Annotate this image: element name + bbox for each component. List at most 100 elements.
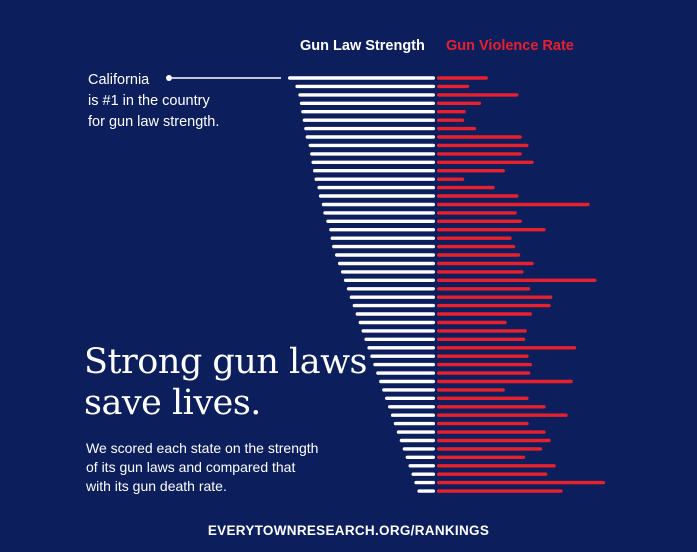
strength-bar xyxy=(338,261,435,266)
strength-bar xyxy=(330,236,435,240)
strength-bar xyxy=(332,244,435,249)
violence-bar xyxy=(437,329,527,333)
strength-bar xyxy=(326,219,435,223)
description-line-3: with its gun death rate. xyxy=(86,478,227,494)
strength-bar xyxy=(367,346,435,350)
violence-bar xyxy=(437,472,548,476)
violence-bar xyxy=(437,447,543,451)
strength-bar xyxy=(314,177,435,181)
strength-bar xyxy=(299,101,435,105)
violence-bar xyxy=(437,110,466,114)
rankings-url[interactable]: EVERYTOWNRESEARCH.ORG/RANKINGS xyxy=(207,523,490,538)
violence-bar xyxy=(437,244,516,249)
legend-gun-violence-rate: Gun Violence Rate xyxy=(446,38,574,54)
strength-bars xyxy=(288,76,436,493)
description-line-1: We scored each state on the strength xyxy=(86,440,319,456)
strength-bar xyxy=(414,480,435,485)
violence-bar xyxy=(437,228,546,232)
violence-bar xyxy=(437,346,577,350)
violence-bar xyxy=(437,236,512,240)
violence-bar xyxy=(437,405,546,409)
violence-bar xyxy=(437,371,531,375)
violence-bar xyxy=(437,337,526,341)
violence-bar xyxy=(437,160,534,164)
violence-bar xyxy=(437,287,531,291)
violence-bar xyxy=(437,118,465,122)
strength-bar xyxy=(382,388,435,392)
strength-bar xyxy=(373,362,435,367)
strength-bar xyxy=(388,405,435,409)
violence-bars xyxy=(437,76,605,493)
strength-bar xyxy=(343,278,435,282)
violence-bar xyxy=(437,388,505,392)
strength-bar xyxy=(311,160,435,164)
strength-bar xyxy=(335,253,435,257)
strength-bar xyxy=(385,396,435,400)
strength-bar xyxy=(308,143,435,148)
violence-bar xyxy=(437,438,551,443)
violence-bar xyxy=(437,270,524,274)
headline-line-2: save lives. xyxy=(84,383,261,423)
strength-bar xyxy=(340,270,435,274)
violence-bar xyxy=(437,126,476,131)
callout-connector xyxy=(166,75,281,81)
violence-bar xyxy=(437,169,505,173)
violence-bar xyxy=(437,177,465,181)
description-line-2: of its gun laws and compared that xyxy=(86,459,296,475)
callout-line-3: for gun law strength. xyxy=(88,114,220,130)
description: We scored each state on the strength of … xyxy=(86,439,318,496)
strength-bar xyxy=(304,126,435,131)
strength-bar xyxy=(364,337,435,341)
strength-bar xyxy=(405,455,435,459)
violence-bar xyxy=(437,295,553,299)
violence-bar xyxy=(437,76,488,80)
violence-bar xyxy=(437,253,521,257)
strength-bar xyxy=(358,320,435,325)
violence-bar xyxy=(437,464,556,468)
strength-bar xyxy=(318,194,435,198)
strength-bar xyxy=(321,202,435,207)
violence-bar xyxy=(437,211,517,215)
violence-bar xyxy=(437,143,529,148)
strength-bar xyxy=(390,413,435,417)
strength-bar xyxy=(288,76,435,80)
violence-bar xyxy=(437,489,563,493)
callout-line-1: California xyxy=(88,72,150,88)
strength-bar xyxy=(346,287,435,291)
strength-bar xyxy=(317,185,435,190)
strength-bar xyxy=(361,329,435,333)
callout-dot xyxy=(166,75,172,81)
violence-bar xyxy=(437,455,526,459)
violence-bar xyxy=(437,185,495,190)
violence-bar xyxy=(437,93,519,97)
strength-bar xyxy=(411,472,435,476)
strength-bar xyxy=(370,354,435,358)
strength-bar xyxy=(302,118,435,122)
headline: Strong gun laws save lives. xyxy=(84,342,368,424)
strength-bar xyxy=(396,430,435,434)
strength-bar xyxy=(393,421,435,426)
california-callout: California is #1 in the country for gun … xyxy=(88,70,219,133)
strength-bar xyxy=(310,152,436,156)
violence-bar xyxy=(437,421,529,426)
violence-bar xyxy=(437,362,532,367)
violence-bar xyxy=(437,379,573,384)
strength-bar xyxy=(301,110,435,114)
strength-bar xyxy=(408,464,435,468)
violence-bar xyxy=(437,135,522,139)
strength-bar xyxy=(323,211,435,215)
strength-bar xyxy=(399,438,435,443)
violence-bar xyxy=(437,219,522,223)
violence-bar xyxy=(437,202,590,207)
strength-bar xyxy=(352,303,435,308)
violence-bar xyxy=(437,152,522,156)
violence-bar xyxy=(437,480,605,485)
strength-bar xyxy=(329,228,435,232)
violence-bar xyxy=(437,320,507,325)
strength-bar xyxy=(313,169,435,173)
strength-bar xyxy=(376,371,435,375)
violence-bar xyxy=(437,312,532,316)
callout-line-2: is #1 in the country xyxy=(88,93,210,109)
violence-bar xyxy=(437,430,546,434)
headline-line-1: Strong gun laws xyxy=(84,342,368,382)
